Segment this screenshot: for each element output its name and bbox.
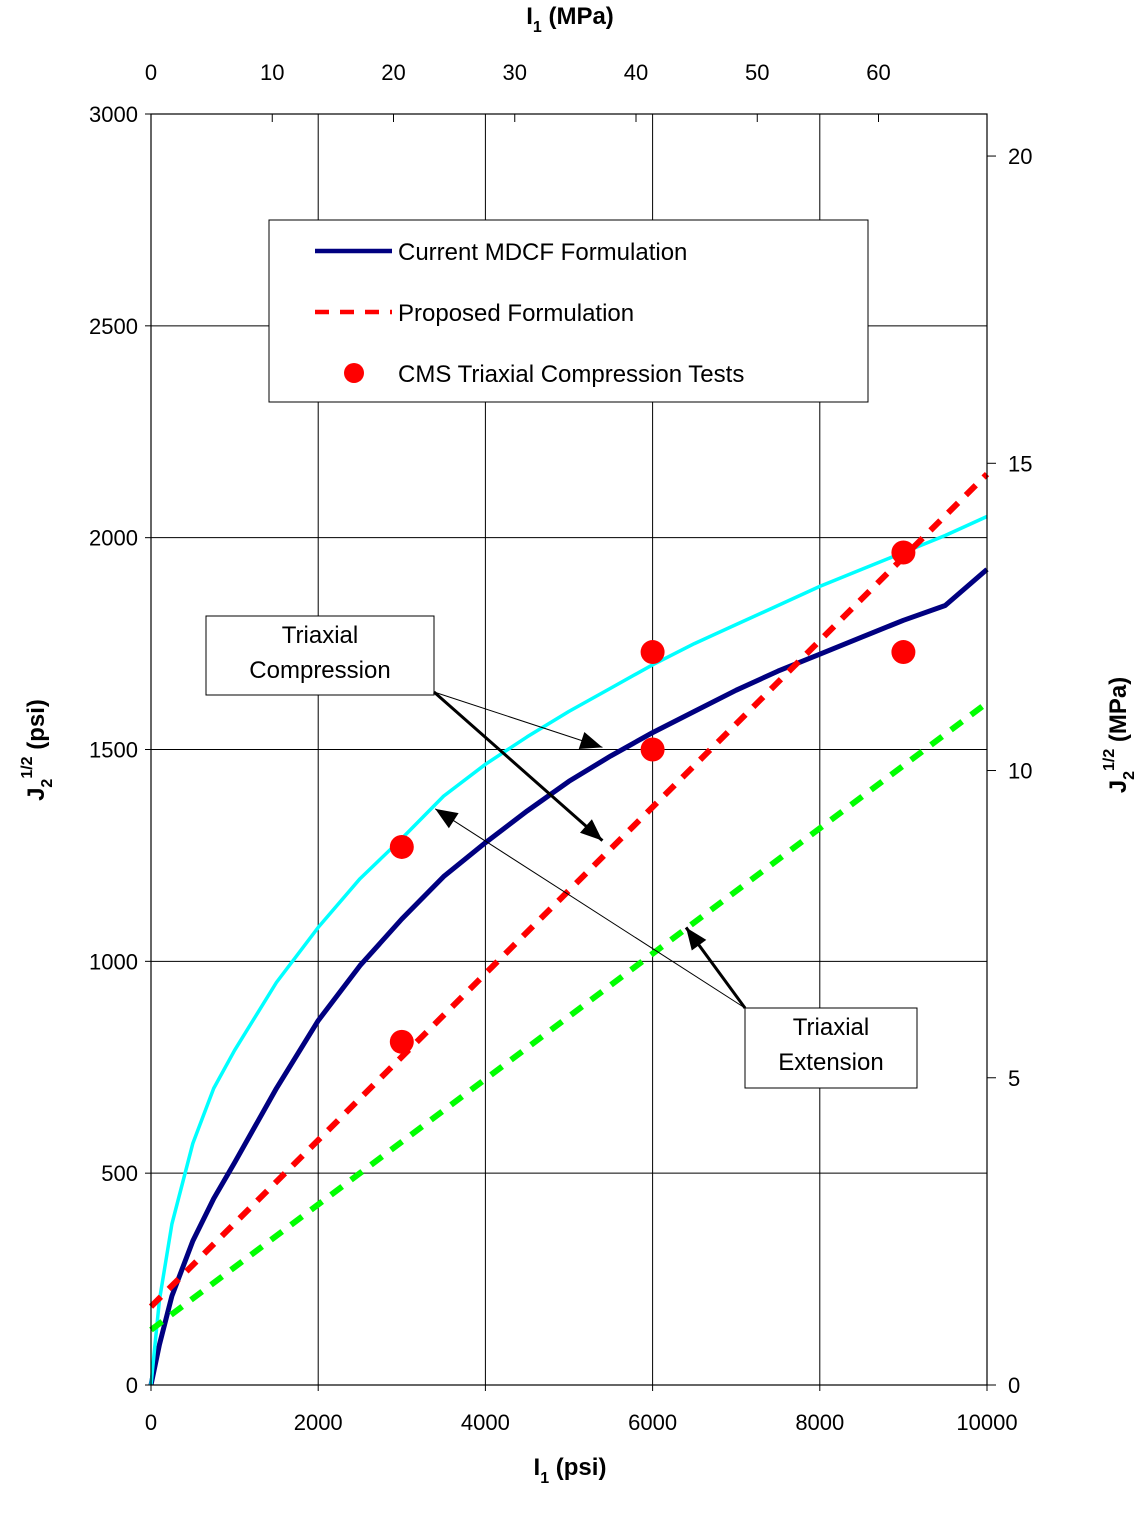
tick-labels: 0 2000 4000 6000 8000 10000050010001500200025… <box>89 60 1032 1435</box>
legend-label-cms-tests: CMS Triaxial Compression Tests <box>398 361 744 388</box>
arrow-head <box>686 927 707 951</box>
arrow-head <box>578 731 603 750</box>
tick-label-right: 10 <box>1008 759 1032 784</box>
tick-label-bottom: 2000 <box>294 1410 343 1435</box>
tick-label-top: 0 <box>145 60 157 85</box>
annotation-arrows <box>433 690 747 1009</box>
tick-label-top: 40 <box>624 60 648 85</box>
right-axis-title: J21/2 (MPa) <box>1101 677 1136 794</box>
tick-label-top: 10 <box>260 60 284 85</box>
legend-label-current-mdcf: Current MDCF Formulation <box>398 239 687 266</box>
tick-label-top: 60 <box>866 60 890 85</box>
annotations: Triaxial Compression Triaxial Extension <box>205 615 918 1089</box>
tick-label-bottom: 6000 <box>628 1410 677 1435</box>
bottom-axis-title: I1 (psi) <box>534 1454 607 1487</box>
tick-label-top: 50 <box>745 60 769 85</box>
series-cyan-curve <box>149 514 988 1386</box>
legend-label-proposed: Proposed Formulation <box>398 300 634 327</box>
data-point-cms-test <box>891 640 916 665</box>
top-axis-title: I1 (MPa) <box>526 3 614 36</box>
data-point-cms-test <box>389 834 414 859</box>
tick-label-left: 2000 <box>89 526 138 551</box>
left-axis-title: J21/2 (psi) <box>19 699 56 801</box>
arrow-head <box>435 808 459 829</box>
tick-label-bottom: 10000 <box>956 1410 1017 1435</box>
tick-label-left: 2500 <box>89 314 138 339</box>
tick-label-right: 15 <box>1008 451 1032 476</box>
tick-label-left: 3000 <box>89 102 138 127</box>
axis-ticks <box>145 113 996 1391</box>
arrow-shaft <box>434 808 746 1009</box>
tick-label-right: 20 <box>1008 144 1032 169</box>
arrow-shaft <box>433 690 604 842</box>
arrow-shaft <box>433 691 603 748</box>
tick-label-top: 30 <box>503 60 527 85</box>
data-point-cms-test <box>640 640 665 665</box>
tick-label-right: 5 <box>1008 1066 1020 1091</box>
data-series <box>148 471 990 1386</box>
tick-label-right: 0 <box>1008 1373 1020 1398</box>
data-point-cms-test <box>389 1029 414 1054</box>
series-current-mdcf-line <box>148 567 989 1386</box>
tick-label-left: 500 <box>101 1161 138 1186</box>
data-point-cms-test <box>891 540 916 565</box>
tick-label-bottom: 4000 <box>461 1410 510 1435</box>
annotation-extension-line-2: Extension <box>778 1049 883 1076</box>
annotation-extension-line-1: Triaxial <box>793 1014 869 1041</box>
series-proposed-line <box>148 471 990 1309</box>
annotation-box-compression <box>205 615 435 696</box>
tick-label-left: 1500 <box>89 738 138 763</box>
tick-label-bottom: 0 <box>145 1410 157 1435</box>
annotation-compression-line-1: Triaxial <box>282 622 358 649</box>
tick-label-bottom: 8000 <box>795 1410 844 1435</box>
annotation-compression-line-2: Compression <box>249 657 390 684</box>
legend-swatch-cms-tests <box>344 363 364 383</box>
data-point-cms-test <box>640 737 665 762</box>
annotation-box-extension <box>744 1007 918 1089</box>
tick-label-left: 0 <box>126 1373 138 1398</box>
arrow-head <box>579 819 603 841</box>
legend: Current MDCF Formulation Proposed Formul… <box>268 219 869 403</box>
tick-label-left: 1000 <box>89 949 138 974</box>
tick-label-top: 20 <box>381 60 405 85</box>
